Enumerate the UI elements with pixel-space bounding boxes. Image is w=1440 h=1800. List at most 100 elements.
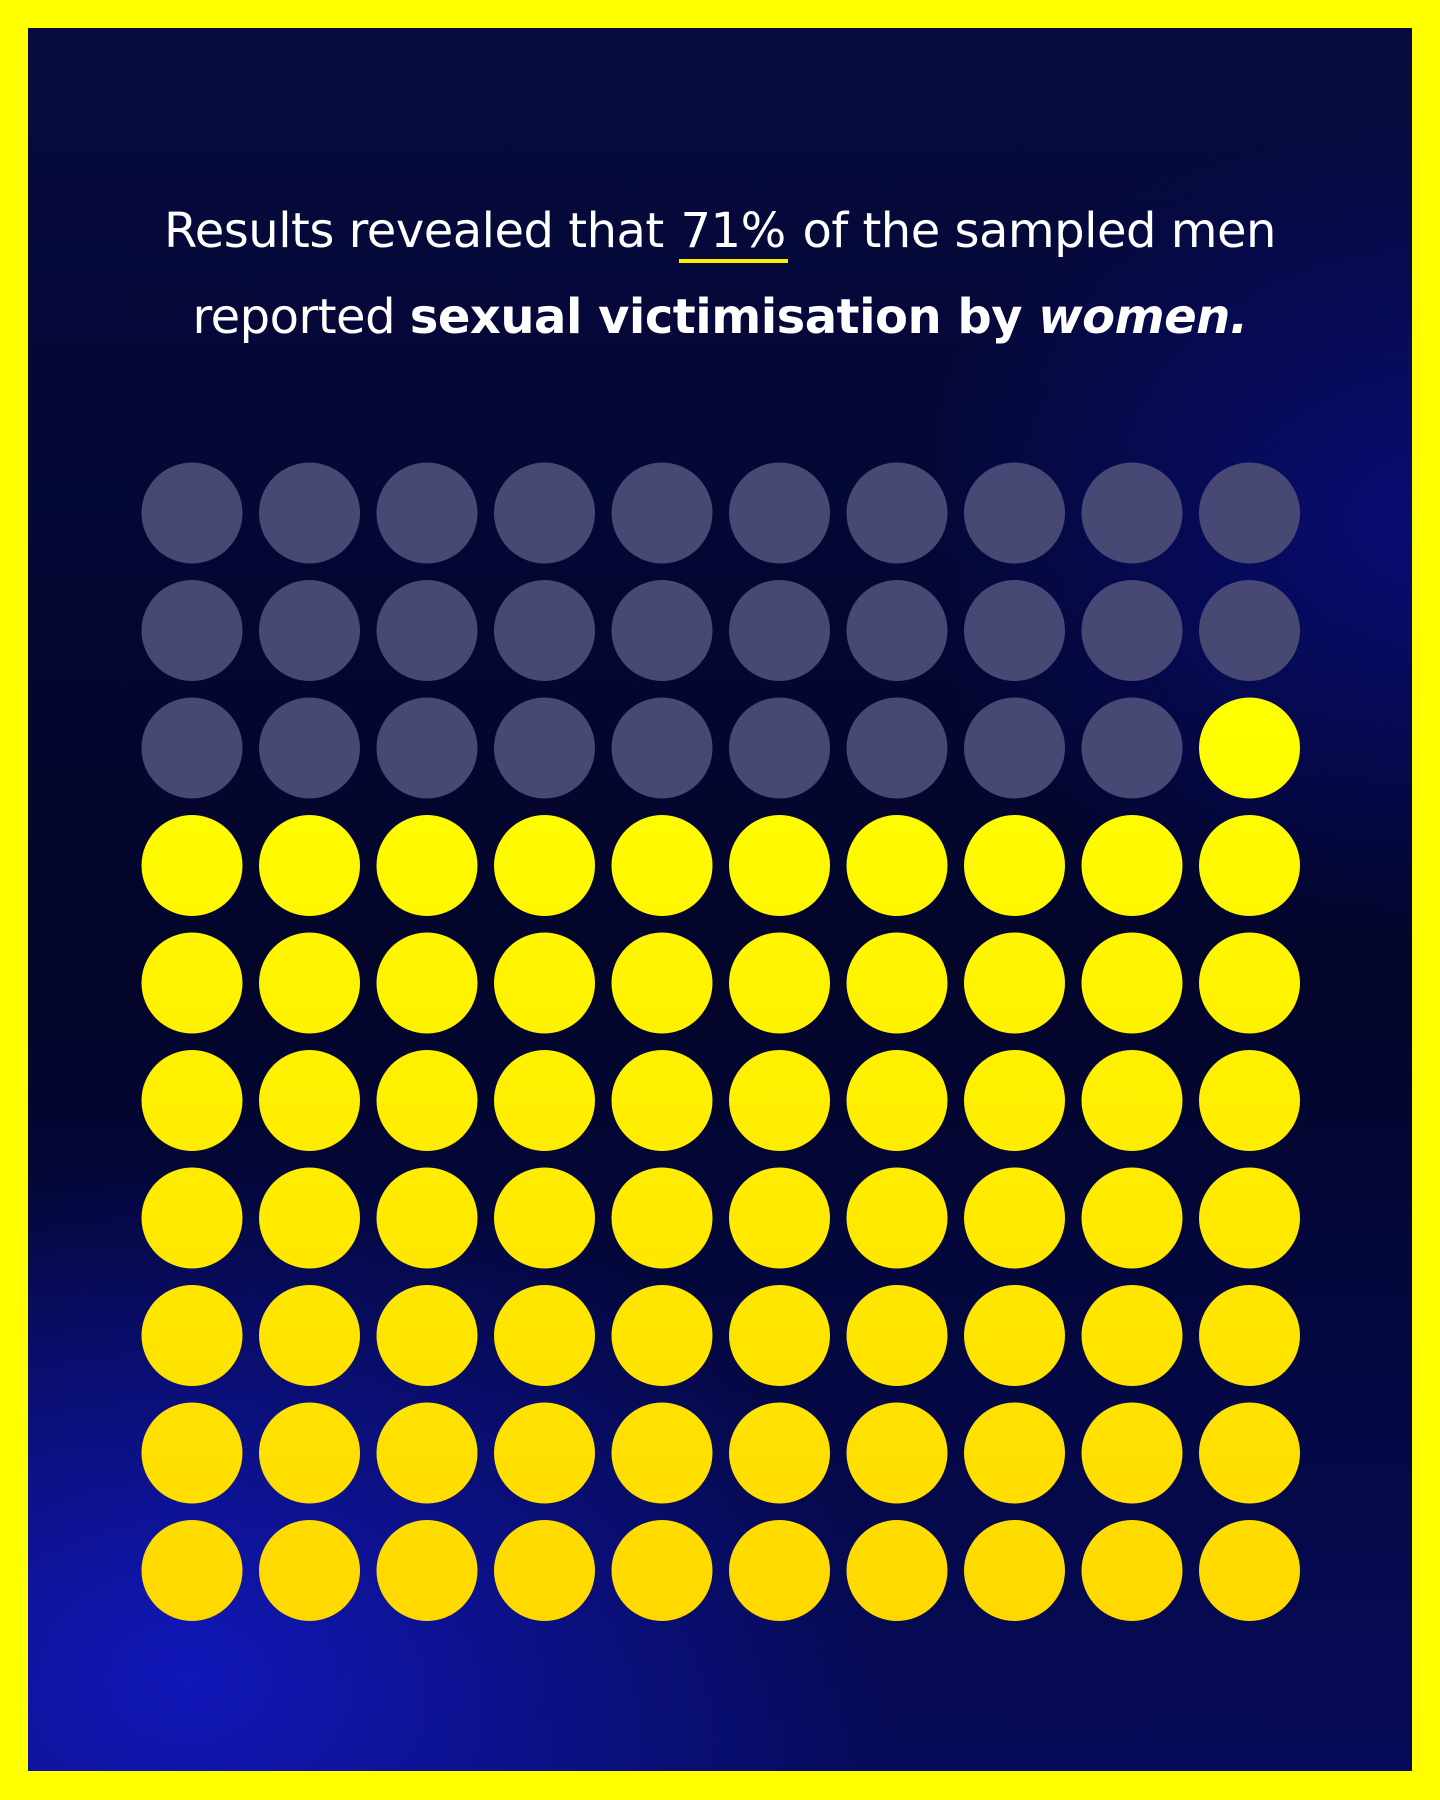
waffle-dot-highlighted bbox=[1199, 1050, 1300, 1151]
waffle-dot-muted bbox=[259, 697, 360, 799]
waffle-dot-highlighted bbox=[376, 1402, 478, 1504]
waffle-dot-muted bbox=[1081, 697, 1183, 799]
waffle-dot-muted bbox=[611, 697, 713, 799]
waffle-dot-highlighted bbox=[964, 1520, 1065, 1621]
waffle-dot-muted bbox=[494, 580, 595, 681]
waffle-dot-muted bbox=[729, 462, 830, 564]
waffle-dot-muted bbox=[376, 697, 478, 799]
waffle-dot-highlighted bbox=[1081, 1050, 1183, 1151]
waffle-dot-highlighted bbox=[259, 1050, 360, 1151]
waffle-dot-highlighted bbox=[846, 1050, 948, 1151]
waffle-dot-highlighted bbox=[259, 1167, 360, 1269]
waffle-dot-highlighted bbox=[141, 1520, 243, 1621]
waffle-dot-highlighted bbox=[964, 815, 1065, 916]
waffle-dot-highlighted bbox=[964, 932, 1065, 1034]
waffle-dot-muted bbox=[259, 580, 360, 681]
infographic-panel: Results revealed that 71% of the sampled… bbox=[28, 28, 1412, 1771]
waffle-dot-muted bbox=[964, 462, 1065, 564]
headline-text-4: sexual victimisation by bbox=[409, 289, 1039, 345]
waffle-dot-highlighted bbox=[1199, 1402, 1300, 1504]
waffle-dot-highlighted bbox=[259, 1285, 360, 1386]
headline-text-5: women. bbox=[1038, 289, 1248, 345]
waffle-dot-highlighted bbox=[494, 932, 595, 1034]
waffle-dot-highlighted bbox=[376, 815, 478, 916]
waffle-dot-highlighted bbox=[611, 1520, 713, 1621]
waffle-dot-muted bbox=[376, 462, 478, 564]
waffle-dot-highlighted bbox=[1199, 1285, 1300, 1386]
waffle-dot-highlighted bbox=[494, 1285, 595, 1386]
waffle-dot-highlighted bbox=[494, 1050, 595, 1151]
waffle-dot-highlighted bbox=[611, 815, 713, 916]
waffle-dot-muted bbox=[611, 462, 713, 564]
waffle-dot-highlighted bbox=[846, 1167, 948, 1269]
waffle-dot-muted bbox=[494, 697, 595, 799]
headline-text-1: Results revealed that bbox=[164, 203, 679, 259]
waffle-dot-muted bbox=[964, 697, 1065, 799]
waffle-dot-muted bbox=[611, 580, 713, 681]
waffle-dot-highlighted bbox=[729, 1402, 830, 1504]
waffle-dot-muted bbox=[1081, 462, 1183, 564]
waffle-dot-muted bbox=[964, 580, 1065, 681]
waffle-dot-highlighted bbox=[376, 1520, 478, 1621]
waffle-dot-highlighted bbox=[729, 1285, 830, 1386]
waffle-dot-highlighted bbox=[141, 815, 243, 916]
waffle-dot-highlighted bbox=[611, 1285, 713, 1386]
waffle-dot-muted bbox=[141, 697, 243, 799]
waffle-dot-highlighted bbox=[1081, 932, 1183, 1034]
waffle-dot-muted bbox=[376, 580, 478, 681]
waffle-dot-highlighted bbox=[964, 1167, 1065, 1269]
waffle-dot-highlighted bbox=[729, 815, 830, 916]
waffle-dot-highlighted bbox=[141, 1402, 243, 1504]
waffle-dot-muted bbox=[259, 462, 360, 564]
waffle-dot-highlighted bbox=[729, 1050, 830, 1151]
waffle-dot-highlighted bbox=[259, 932, 360, 1034]
waffle-dot-muted bbox=[494, 462, 595, 564]
waffle-dot-highlighted bbox=[1199, 932, 1300, 1034]
waffle-dots bbox=[141, 462, 1300, 1621]
headline-line-2: reported sexual victimisation by women. bbox=[28, 274, 1412, 360]
waffle-dot-highlighted bbox=[141, 1285, 243, 1386]
waffle-dot-highlighted bbox=[376, 932, 478, 1034]
headline: Results revealed that 71% of the sampled… bbox=[28, 188, 1412, 360]
waffle-dot-highlighted bbox=[611, 1402, 713, 1504]
waffle-dot-highlighted bbox=[846, 932, 948, 1034]
waffle-dot-muted bbox=[846, 580, 948, 681]
waffle-dot-highlighted bbox=[141, 1167, 243, 1269]
waffle-dot-highlighted bbox=[1199, 1520, 1300, 1621]
waffle-dot-highlighted bbox=[494, 1402, 595, 1504]
waffle-dot-muted bbox=[846, 462, 948, 564]
waffle-dot-highlighted bbox=[964, 1285, 1065, 1386]
waffle-dot-muted bbox=[1081, 580, 1183, 681]
waffle-dot-highlighted bbox=[376, 1167, 478, 1269]
waffle-dot-highlighted bbox=[611, 1167, 713, 1269]
waffle-dot-highlighted bbox=[1081, 1285, 1183, 1386]
waffle-dot-highlighted bbox=[494, 815, 595, 916]
waffle-dot-highlighted bbox=[141, 1050, 243, 1151]
waffle-dot-muted bbox=[846, 697, 948, 799]
waffle-dot-muted bbox=[141, 462, 243, 564]
waffle-dot-highlighted bbox=[964, 1402, 1065, 1504]
waffle-dot-highlighted bbox=[1081, 815, 1183, 916]
waffle-dot-highlighted bbox=[964, 1050, 1065, 1151]
waffle-dot-highlighted bbox=[729, 932, 830, 1034]
waffle-dot-highlighted bbox=[1081, 1167, 1183, 1269]
waffle-dot-muted bbox=[729, 580, 830, 681]
headline-text-3: reported bbox=[192, 289, 410, 345]
waffle-dot-highlighted bbox=[494, 1167, 595, 1269]
waffle-dot-highlighted bbox=[729, 1167, 830, 1269]
headline-text-2: of the sampled men bbox=[787, 203, 1276, 259]
waffle-chart bbox=[141, 462, 1300, 1621]
waffle-dot-highlighted bbox=[846, 1520, 948, 1621]
waffle-dot-highlighted bbox=[494, 1520, 595, 1621]
waffle-dot-muted bbox=[141, 580, 243, 681]
waffle-dot-highlighted bbox=[729, 1520, 830, 1621]
waffle-dot-highlighted bbox=[1081, 1520, 1183, 1621]
waffle-dot-muted bbox=[729, 697, 830, 799]
waffle-dot-highlighted bbox=[141, 932, 243, 1034]
waffle-dot-highlighted bbox=[376, 1285, 478, 1386]
headline-line-1: Results revealed that 71% of the sampled… bbox=[28, 188, 1412, 274]
waffle-dot-highlighted bbox=[846, 815, 948, 916]
waffle-dot-highlighted bbox=[1199, 1167, 1300, 1269]
waffle-dot-muted bbox=[1199, 462, 1300, 564]
